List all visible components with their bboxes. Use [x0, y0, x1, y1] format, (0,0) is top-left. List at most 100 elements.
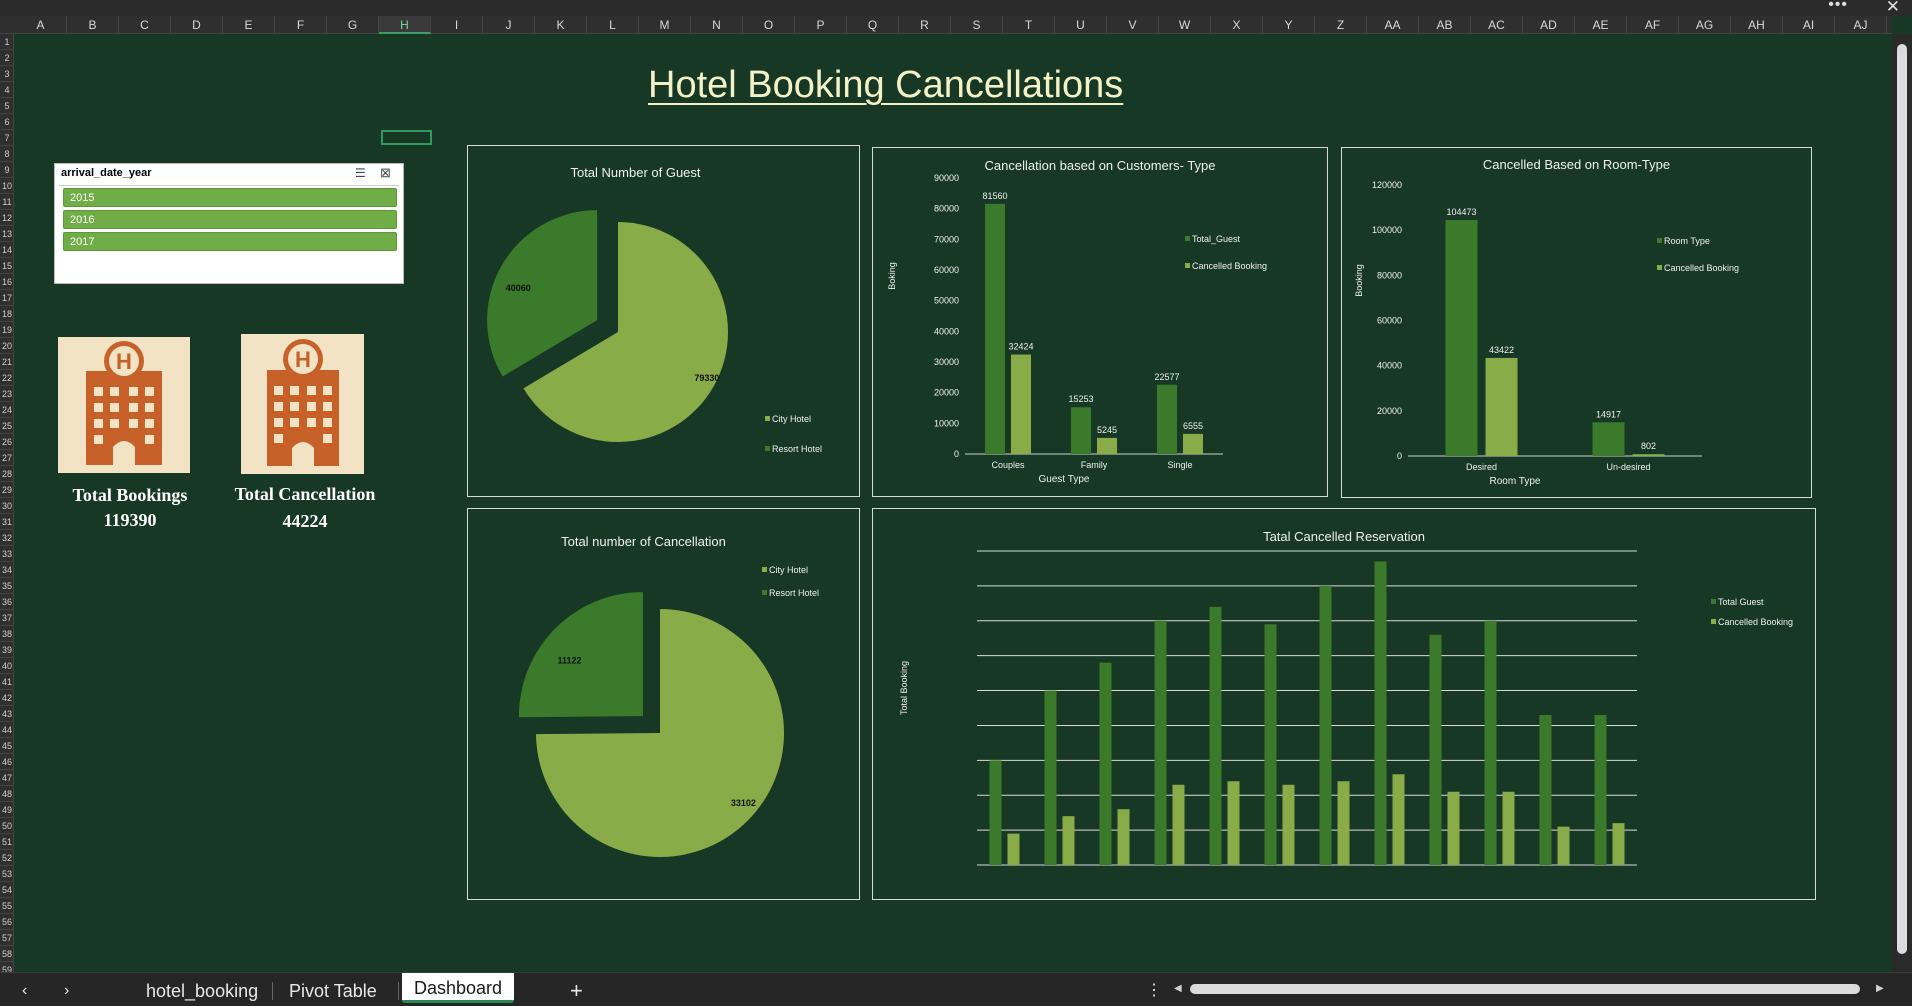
bar[interactable]: [1154, 620, 1167, 865]
row-header[interactable]: 43: [0, 706, 13, 722]
column-header[interactable]: AJ: [1835, 16, 1887, 34]
bar[interactable]: [1062, 816, 1075, 865]
column-header[interactable]: AC: [1471, 16, 1523, 34]
row-header[interactable]: 50: [0, 818, 13, 834]
column-header[interactable]: S: [951, 16, 1003, 34]
slicer-item-2016[interactable]: 2016: [63, 210, 397, 229]
bar[interactable]: [1374, 561, 1387, 865]
pie-slice-city-hotel[interactable]: [536, 609, 784, 857]
bar[interactable]: [1484, 620, 1497, 865]
row-header[interactable]: 1: [0, 34, 13, 50]
column-header[interactable]: AF: [1627, 16, 1679, 34]
horizontal-scroll-thumb[interactable]: [1190, 984, 1860, 994]
bar[interactable]: [1594, 714, 1607, 865]
row-header[interactable]: 18: [0, 306, 13, 322]
row-header[interactable]: 7: [0, 130, 13, 146]
pie-slice-resort-hotel[interactable]: [487, 210, 598, 377]
row-header[interactable]: 55: [0, 898, 13, 914]
bar[interactable]: [985, 203, 1005, 454]
tab-hotel-booking[interactable]: hotel_booking: [146, 981, 259, 1001]
bar[interactable]: [1485, 357, 1518, 456]
bar[interactable]: [1429, 634, 1442, 865]
row-header[interactable]: 8: [0, 146, 13, 162]
column-header[interactable]: AI: [1783, 16, 1835, 34]
bar[interactable]: [1172, 784, 1185, 865]
row-header[interactable]: 19: [0, 322, 13, 338]
column-header[interactable]: M: [639, 16, 691, 34]
bar[interactable]: [1011, 354, 1031, 454]
column-header[interactable]: U: [1055, 16, 1107, 34]
row-header[interactable]: 30: [0, 498, 13, 514]
legend-entry[interactable]: Total_Guest: [1192, 234, 1241, 244]
column-header[interactable]: Y: [1263, 16, 1315, 34]
row-header[interactable]: 5: [0, 98, 13, 114]
row-header[interactable]: 39: [0, 642, 13, 658]
row-header[interactable]: 33: [0, 546, 13, 562]
bar[interactable]: [1502, 791, 1515, 865]
column-header[interactable]: AA: [1367, 16, 1419, 34]
legend-entry[interactable]: City Hotel: [769, 565, 808, 575]
add-sheet-button[interactable]: +: [570, 978, 583, 1003]
row-header[interactable]: 29: [0, 482, 13, 498]
column-header[interactable]: H: [379, 16, 431, 34]
bar[interactable]: [1183, 433, 1203, 454]
bar[interactable]: [1264, 624, 1277, 865]
row-header[interactable]: 37: [0, 610, 13, 626]
column-header[interactable]: C: [119, 16, 171, 34]
row-header[interactable]: 47: [0, 770, 13, 786]
row-header[interactable]: 49: [0, 802, 13, 818]
bar[interactable]: [1447, 791, 1460, 865]
bar[interactable]: [1282, 784, 1295, 865]
row-header[interactable]: 12: [0, 210, 13, 226]
column-header[interactable]: F: [275, 16, 327, 34]
bar[interactable]: [1071, 407, 1091, 454]
row-header[interactable]: 25: [0, 418, 13, 434]
more-options-icon[interactable]: •••: [1828, 0, 1848, 13]
row-header[interactable]: 53: [0, 866, 13, 882]
row-header[interactable]: 54: [0, 882, 13, 898]
bar[interactable]: [1157, 384, 1177, 454]
bar[interactable]: [1007, 833, 1020, 865]
row-header[interactable]: 27: [0, 450, 13, 466]
column-header[interactable]: L: [587, 16, 639, 34]
legend-entry[interactable]: Total Guest: [1718, 597, 1764, 607]
column-header[interactable]: W: [1159, 16, 1211, 34]
column-header[interactable]: R: [899, 16, 951, 34]
row-header[interactable]: 28: [0, 466, 13, 482]
row-header[interactable]: 56: [0, 914, 13, 930]
row-header[interactable]: 52: [0, 850, 13, 866]
legend-entry[interactable]: Resort Hotel: [769, 588, 819, 598]
bar[interactable]: [1445, 220, 1478, 456]
bar[interactable]: [1097, 437, 1117, 454]
legend-entry[interactable]: City Hotel: [772, 414, 811, 424]
pie-slice-city-hotel[interactable]: [523, 222, 728, 442]
bar[interactable]: [1392, 774, 1405, 865]
column-header[interactable]: AH: [1731, 16, 1783, 34]
slicer-item-2017[interactable]: 2017: [63, 232, 397, 251]
bar[interactable]: [1099, 662, 1112, 865]
legend-entry[interactable]: Cancelled Booking: [1192, 261, 1267, 271]
tab-dashboard[interactable]: Dashboard: [402, 973, 515, 1003]
row-header[interactable]: 41: [0, 674, 13, 690]
row-header[interactable]: 6: [0, 114, 13, 130]
row-header[interactable]: 59: [0, 962, 13, 972]
bar[interactable]: [1539, 714, 1552, 865]
column-header[interactable]: E: [223, 16, 275, 34]
row-header[interactable]: 45: [0, 738, 13, 754]
row-header[interactable]: 24: [0, 402, 13, 418]
row-header[interactable]: 20: [0, 338, 13, 354]
row-header[interactable]: 13: [0, 226, 13, 242]
column-header[interactable]: D: [171, 16, 223, 34]
row-header[interactable]: 17: [0, 290, 13, 306]
chart-total-cancellation[interactable]: Total number of Cancellation 33102 11122 C…: [467, 508, 860, 900]
bar[interactable]: [1117, 809, 1130, 865]
bar[interactable]: [1209, 606, 1222, 865]
column-header[interactable]: G: [327, 16, 379, 34]
row-header[interactable]: 34: [0, 562, 13, 578]
legend-entry[interactable]: Cancelled Booking: [1718, 617, 1793, 627]
chart-customer-type[interactable]: Cancellation based on Customers- Type 90…: [872, 147, 1328, 497]
scroll-right-icon[interactable]: ▶: [1876, 983, 1884, 994]
legend-entry[interactable]: Room Type: [1664, 236, 1710, 246]
chart-total-guests[interactable]: Total Number of Guest 79330 40060 City Hot…: [467, 145, 860, 497]
row-header[interactable]: 3: [0, 66, 13, 82]
